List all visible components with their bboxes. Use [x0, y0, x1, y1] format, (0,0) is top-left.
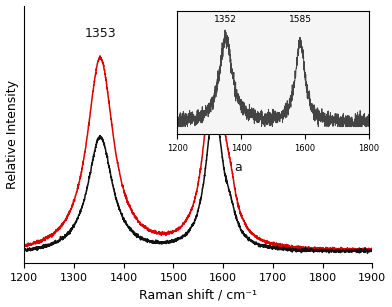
X-axis label: Raman shift / cm⁻¹: Raman shift / cm⁻¹ [139, 289, 257, 301]
Text: 1353: 1353 [84, 27, 116, 40]
Text: a: a [234, 161, 242, 173]
Text: b: b [234, 120, 242, 133]
Text: 1586: 1586 [199, 27, 230, 40]
Y-axis label: Relative Intensity: Relative Intensity [5, 80, 18, 189]
